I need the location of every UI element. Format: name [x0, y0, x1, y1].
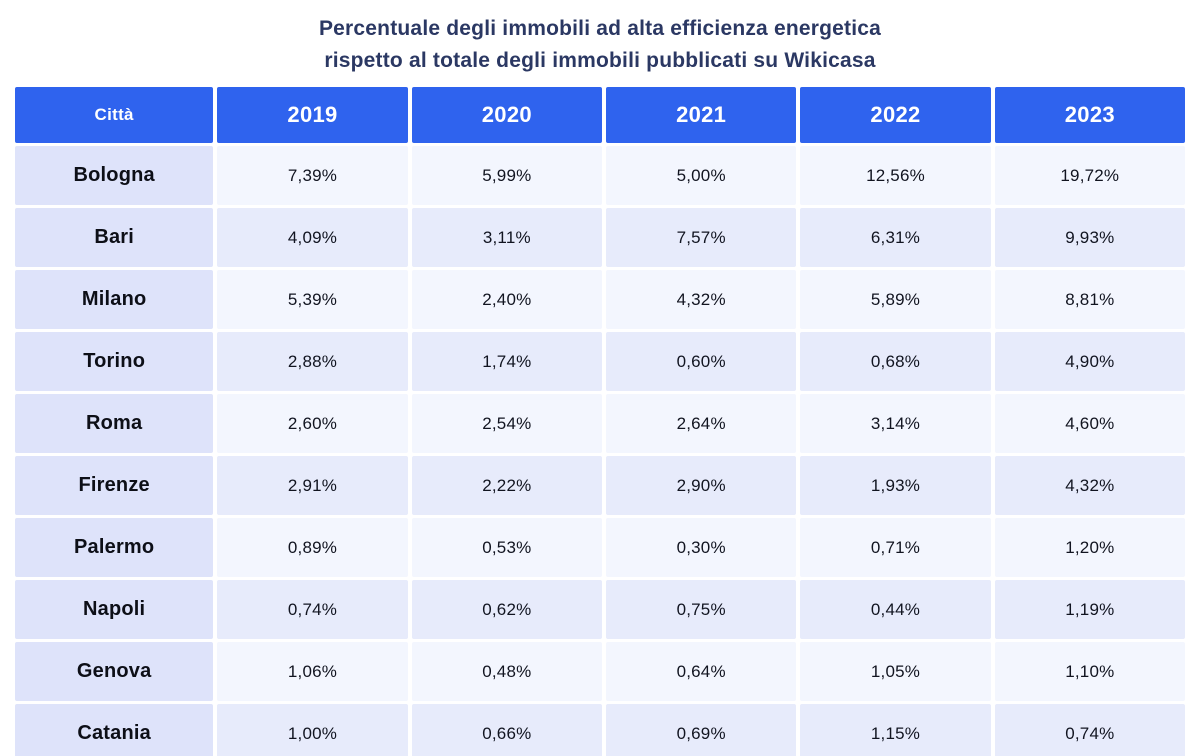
value-cell: 0,48% — [411, 642, 602, 701]
value-cell: 0,75% — [606, 580, 797, 639]
value-cell: 4,32% — [994, 456, 1185, 515]
value-cell: 1,15% — [800, 704, 991, 756]
value-cell: 0,89% — [217, 518, 408, 577]
value-cell: 2,88% — [217, 332, 408, 391]
column-header-2023: 2023 — [994, 87, 1185, 143]
table-row-firenze: Firenze 2,91% 2,22% 2,90% 1,93% 4,32% — [15, 456, 1185, 515]
column-header-2022: 2022 — [800, 87, 991, 143]
table-row-milano: Milano 5,39% 2,40% 4,32% 5,89% 8,81% — [15, 270, 1185, 329]
value-cell: 0,71% — [800, 518, 991, 577]
value-cell: 2,22% — [411, 456, 602, 515]
city-cell: Firenze — [15, 456, 214, 515]
column-header-2019: 2019 — [217, 87, 408, 143]
value-cell: 3,14% — [800, 394, 991, 453]
value-cell: 1,93% — [800, 456, 991, 515]
value-cell: 2,90% — [606, 456, 797, 515]
value-cell: 9,93% — [994, 208, 1185, 267]
value-cell: 12,56% — [800, 146, 991, 205]
table-row-palermo: Palermo 0,89% 0,53% 0,30% 0,71% 1,20% — [15, 518, 1185, 577]
table-row-catania: Catania 1,00% 0,66% 0,69% 1,15% 0,74% — [15, 704, 1185, 756]
value-cell: 2,54% — [411, 394, 602, 453]
value-cell: 3,11% — [411, 208, 602, 267]
value-cell: 6,31% — [800, 208, 991, 267]
value-cell: 4,09% — [217, 208, 408, 267]
city-cell: Genova — [15, 642, 214, 701]
column-header-2020: 2020 — [411, 87, 602, 143]
value-cell: 1,19% — [994, 580, 1185, 639]
table-row-genova: Genova 1,06% 0,48% 0,64% 1,05% 1,10% — [15, 642, 1185, 701]
value-cell: 0,66% — [411, 704, 602, 756]
value-cell: 0,74% — [994, 704, 1185, 756]
city-cell: Roma — [15, 394, 214, 453]
value-cell: 5,39% — [217, 270, 408, 329]
value-cell: 0,68% — [800, 332, 991, 391]
value-cell: 4,32% — [606, 270, 797, 329]
value-cell: 19,72% — [994, 146, 1185, 205]
value-cell: 7,39% — [217, 146, 408, 205]
value-cell: 2,40% — [411, 270, 602, 329]
column-header-2021: 2021 — [606, 87, 797, 143]
city-cell: Bologna — [15, 146, 214, 205]
value-cell: 1,20% — [994, 518, 1185, 577]
city-cell: Napoli — [15, 580, 214, 639]
energy-efficiency-table: Città 2019 2020 2021 2022 2023 Bologna 7… — [11, 84, 1189, 756]
value-cell: 0,74% — [217, 580, 408, 639]
value-cell: 4,90% — [994, 332, 1185, 391]
city-cell: Palermo — [15, 518, 214, 577]
table-row-roma: Roma 2,60% 2,54% 2,64% 3,14% 4,60% — [15, 394, 1185, 453]
chart-title-line-1: Percentuale degli immobili ad alta effic… — [318, 17, 882, 40]
value-cell: 0,30% — [606, 518, 797, 577]
value-cell: 5,00% — [606, 146, 797, 205]
value-cell: 0,62% — [411, 580, 602, 639]
value-cell: 5,89% — [800, 270, 991, 329]
value-cell: 1,00% — [217, 704, 408, 756]
table-row-bari: Bari 4,09% 3,11% 7,57% 6,31% 9,93% — [15, 208, 1185, 267]
header-row: Città 2019 2020 2021 2022 2023 — [15, 87, 1185, 143]
value-cell: 1,05% — [800, 642, 991, 701]
value-cell: 7,57% — [606, 208, 797, 267]
value-cell: 5,99% — [411, 146, 602, 205]
table-row-bologna: Bologna 7,39% 5,99% 5,00% 12,56% 19,72% — [15, 146, 1185, 205]
value-cell: 1,06% — [217, 642, 408, 701]
value-cell: 0,69% — [606, 704, 797, 756]
value-cell: 4,60% — [994, 394, 1185, 453]
value-cell: 0,53% — [411, 518, 602, 577]
city-cell: Catania — [15, 704, 214, 756]
city-cell: Torino — [15, 332, 214, 391]
value-cell: 8,81% — [994, 270, 1185, 329]
value-cell: 0,64% — [606, 642, 797, 701]
city-cell: Milano — [15, 270, 214, 329]
table-row-napoli: Napoli 0,74% 0,62% 0,75% 0,44% 1,19% — [15, 580, 1185, 639]
value-cell: 0,44% — [800, 580, 991, 639]
value-cell: 2,60% — [217, 394, 408, 453]
value-cell: 0,60% — [606, 332, 797, 391]
chart-title-line-2: rispetto al totale degli immobili pubbli… — [324, 48, 876, 72]
table-row-torino: Torino 2,88% 1,74% 0,60% 0,68% 4,90% — [15, 332, 1185, 391]
city-cell: Bari — [15, 208, 214, 267]
value-cell: 1,74% — [411, 332, 602, 391]
value-cell: 1,10% — [994, 642, 1185, 701]
column-header-citta: Città — [15, 87, 214, 143]
value-cell: 2,91% — [217, 456, 408, 515]
value-cell: 2,64% — [606, 394, 797, 453]
chart-title: Percentuale degli immobili ad alta effic… — [0, 0, 1200, 76]
